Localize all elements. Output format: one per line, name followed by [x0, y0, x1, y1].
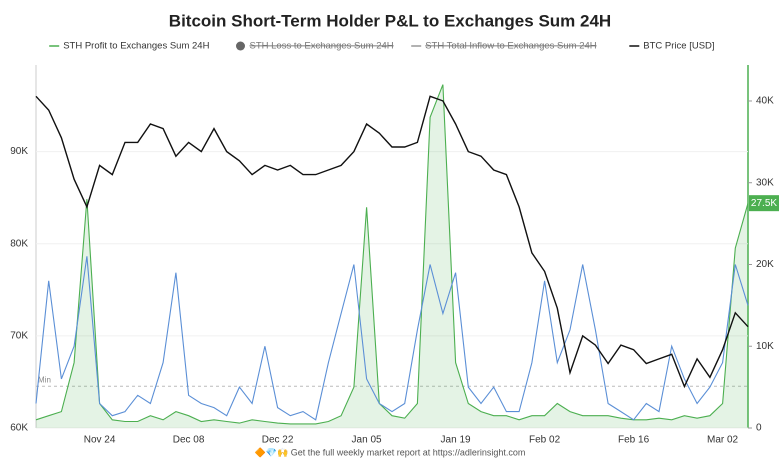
y-tick-label: 80K: [10, 238, 28, 249]
y-tick-label: 90K: [10, 146, 28, 157]
y2-tick-label: 0: [756, 423, 762, 434]
legend-label: BTC Price [USD]: [643, 41, 714, 52]
y2-tick-label: 40K: [756, 96, 774, 107]
value-label: 27.5K: [751, 198, 777, 209]
x-tick-label: Feb 16: [618, 435, 650, 446]
legend-marker: [236, 41, 245, 51]
y2-tick-label: 20K: [756, 259, 774, 270]
series-line: [35, 95, 749, 389]
footer: 🔶💎🙌 Get the full weekly market report at…: [255, 446, 526, 457]
x-tick-label: Nov 24: [84, 435, 116, 446]
y2-tick-label: 30K: [756, 177, 774, 188]
legend-label: STH Loss to Exchanges Sum 24H: [250, 41, 394, 52]
legend-label: STH Profit to Exchanges Sum 24H: [63, 41, 209, 52]
legend-label: STH Total Inflow to Exchanges Sum 24H: [425, 41, 597, 52]
chart-title: Bitcoin Short-Term Holder P&L to Exchang…: [169, 11, 611, 30]
y-tick-label: 70K: [10, 331, 28, 342]
y2-tick-label: 10K: [756, 341, 774, 352]
x-tick-label: Jan 05: [352, 435, 382, 446]
y-tick-label: 60K: [10, 423, 28, 434]
value-tag: [749, 195, 779, 212]
x-tick-label: Feb 02: [529, 435, 561, 446]
x-tick-label: Dec 08: [173, 435, 205, 446]
series-line: [35, 84, 749, 425]
x-tick-label: Mar 02: [707, 435, 739, 446]
series-line: [35, 256, 749, 421]
x-tick-label: Dec 22: [262, 435, 294, 446]
x-tick-label: Jan 19: [441, 435, 471, 446]
reference-label: Min: [38, 375, 51, 384]
